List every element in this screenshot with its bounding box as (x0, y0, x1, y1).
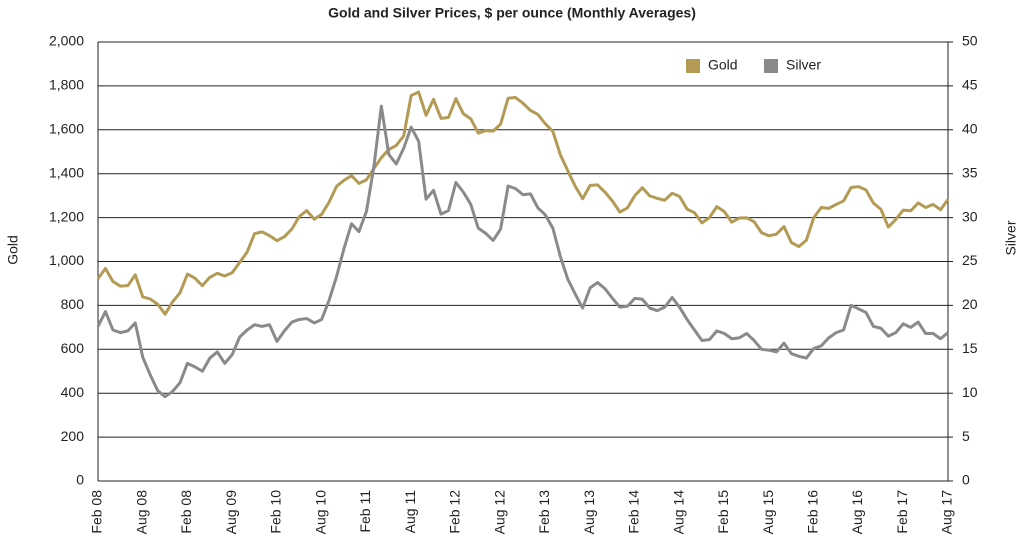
x-tick-label: Aug 08 (133, 490, 149, 535)
x-tick-label: Feb 11 (357, 490, 373, 533)
x-tick-label: Feb 10 (268, 490, 284, 534)
x-tick-label: Feb 15 (715, 490, 731, 534)
x-tick-label: Aug 11 (402, 490, 418, 534)
legend-swatch (764, 59, 778, 73)
line-silver (96, 104, 949, 399)
legend-swatch (686, 59, 700, 73)
chart-title: Gold and Silver Prices, $ per ounce (Mon… (328, 5, 696, 21)
legend-label: Silver (786, 57, 821, 73)
y2-tick-label: 40 (962, 121, 978, 137)
y2-tick-label: 5 (962, 428, 970, 444)
y-tick-label: 1,200 (49, 208, 84, 224)
x-tick-label: Aug 09 (223, 490, 239, 535)
y-tick-label: 0 (76, 472, 84, 488)
y-axis-label: Gold (5, 235, 21, 265)
x-tick-label: Aug 14 (670, 490, 686, 535)
x-tick-label: Feb 16 (804, 490, 820, 534)
x-tick-label: Feb 13 (536, 490, 552, 534)
x-tick-label: Aug 17 (939, 490, 955, 535)
x-tick-label: Aug 16 (849, 490, 865, 535)
y2-tick-label: 15 (962, 340, 978, 356)
x-tick-label: Aug 15 (760, 490, 776, 535)
y2-tick-label: 20 (962, 296, 978, 312)
y-tick-label: 2,000 (49, 33, 84, 49)
y-tick-label: 200 (61, 428, 85, 444)
y-tick-label: 400 (61, 384, 85, 400)
x-tick-label: Aug 13 (581, 490, 597, 535)
y2-tick-label: 0 (962, 472, 970, 488)
x-tick-label: Feb 08 (89, 490, 105, 534)
y2-tick-label: 10 (962, 384, 978, 400)
y2-axis-label: Silver (1003, 220, 1019, 255)
y2-tick-label: 30 (962, 208, 978, 224)
y-tick-label: 1,800 (49, 77, 84, 93)
x-tick-label: Feb 12 (447, 490, 463, 534)
y2-tick-label: 45 (962, 77, 978, 93)
y-tick-label: 800 (61, 296, 85, 312)
x-tick-label: Feb 14 (626, 490, 642, 534)
x-tick-label: Aug 10 (312, 490, 328, 535)
y-tick-label: 600 (61, 340, 85, 356)
y2-tick-label: 25 (962, 252, 978, 268)
y-tick-label: 1,400 (49, 164, 84, 180)
y-tick-label: 1,600 (49, 121, 84, 137)
x-tick-label: Aug 12 (491, 490, 507, 535)
y2-tick-label: 50 (962, 33, 978, 49)
line-gold (96, 90, 950, 316)
x-tick-label: Feb 17 (894, 490, 910, 534)
x-tick-label: Feb 08 (178, 490, 194, 534)
y2-tick-label: 35 (962, 164, 978, 180)
y-tick-label: 1,000 (49, 252, 84, 268)
legend-label: Gold (708, 57, 738, 73)
